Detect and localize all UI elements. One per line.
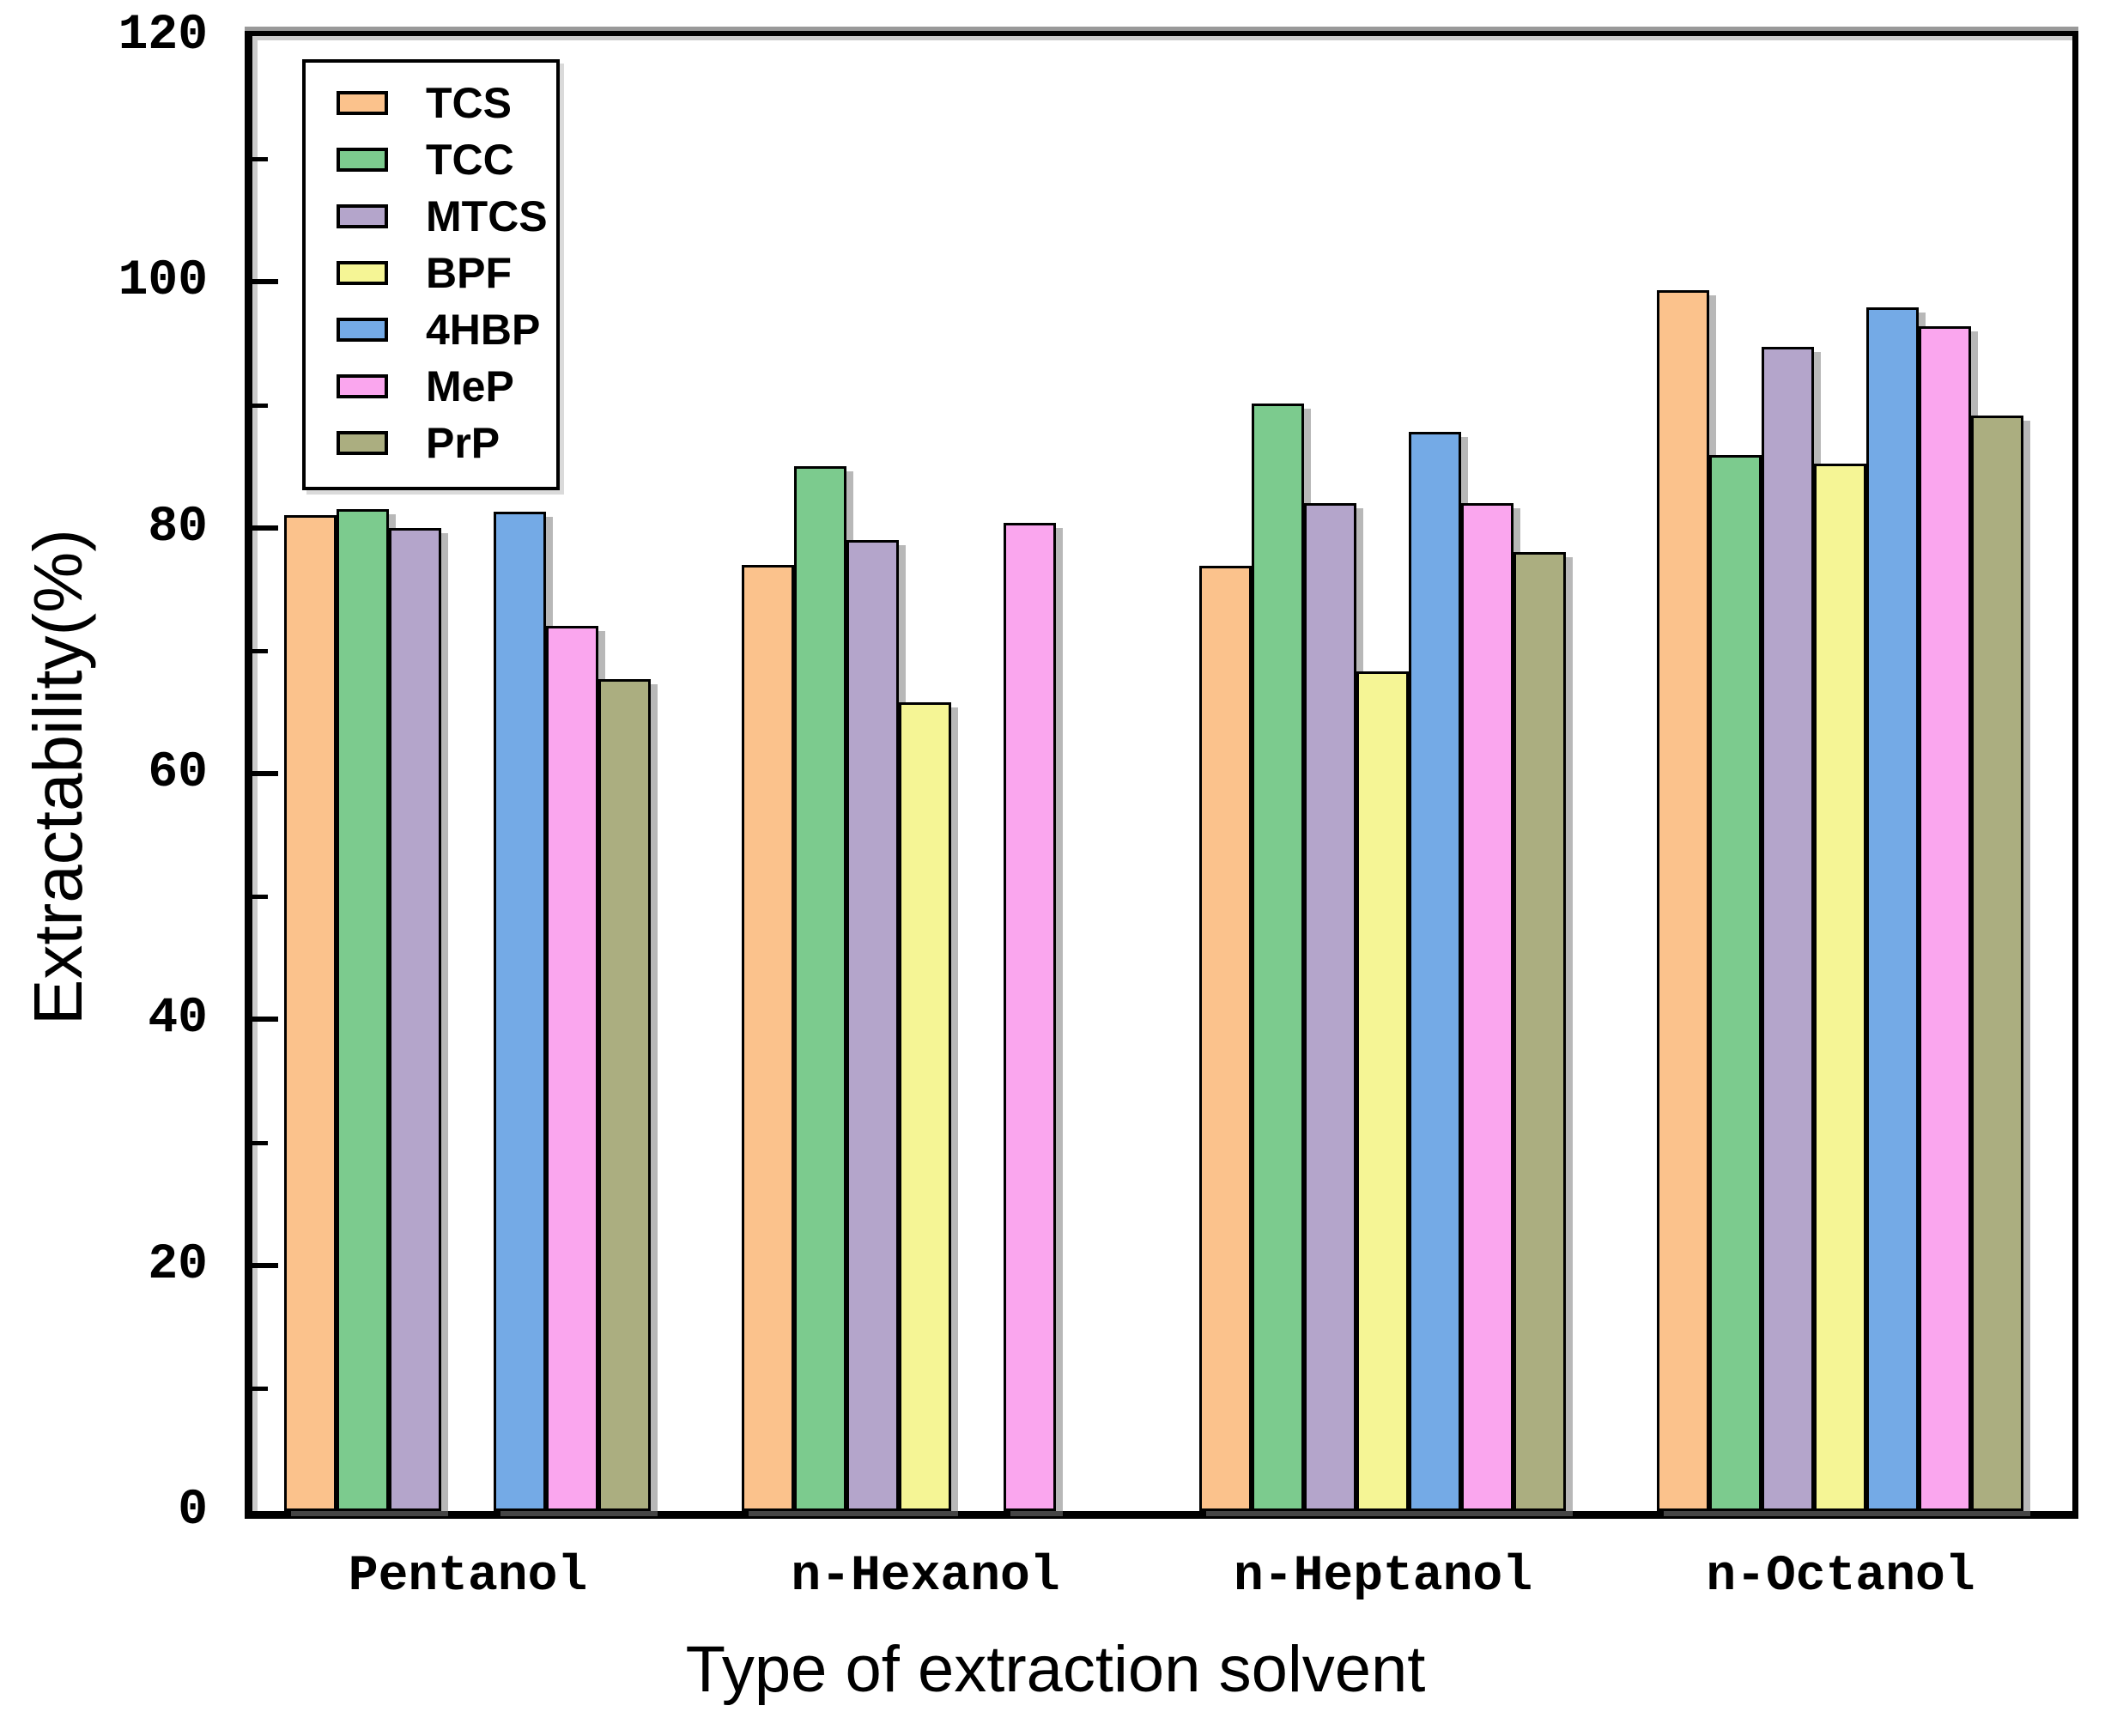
y-major-tick — [252, 771, 278, 776]
legend-label: BPF — [426, 249, 512, 297]
legend-swatch-icon — [337, 318, 388, 342]
bar-bpf-n-octanol — [1814, 464, 1866, 1511]
legend-swatch-icon — [337, 431, 388, 455]
legend-label: MTCS — [426, 192, 548, 240]
legend-label: TCS — [426, 79, 512, 127]
y-tick-label: 0 — [178, 1483, 208, 1539]
y-major-tick — [252, 525, 278, 531]
bar-prp-pentanol — [598, 679, 651, 1511]
x-axis-title: Type of extraction solvent — [685, 1633, 1426, 1706]
legend-swatch-icon — [337, 261, 388, 285]
legend-item-bpf: BPF — [306, 245, 556, 301]
legend-label: 4HBP — [426, 306, 541, 354]
y-major-tick — [252, 1017, 278, 1023]
y-minor-tick — [252, 1140, 268, 1145]
bar-tcs-n-octanol — [1657, 290, 1709, 1511]
legend-item-tcc: TCC — [306, 131, 556, 188]
bar-bpf-n-heptanol — [1356, 671, 1409, 1511]
bar-mep-n-octanol — [1919, 326, 1971, 1511]
legend-item-prp: PrP — [306, 415, 556, 471]
legend-swatch-icon — [337, 91, 388, 115]
bar-4hbp-pentanol — [494, 512, 546, 1511]
legend-swatch-icon — [337, 148, 388, 172]
y-tick-label: 120 — [118, 8, 208, 64]
bar-mep-n-hexanol — [1004, 523, 1056, 1511]
bar-mtcs-n-hexanol — [846, 540, 899, 1511]
legend-label: MeP — [426, 362, 514, 410]
bar-4hbp-n-octanol — [1866, 307, 1919, 1511]
plot-frame: TCS TCC MTCS BPF 4HBP MeP PrP — [245, 31, 2078, 1519]
bar-prp-n-octanol — [1971, 416, 2023, 1511]
bar-tcc-n-octanol — [1709, 455, 1762, 1511]
bar-bpf-n-hexanol — [899, 702, 951, 1511]
bar-mtcs-n-heptanol — [1304, 503, 1356, 1511]
bar-tcc-n-hexanol — [794, 466, 846, 1511]
bar-mep-pentanol — [546, 626, 598, 1511]
bar-mep-n-heptanol — [1461, 503, 1513, 1511]
y-tick-label: 40 — [148, 991, 208, 1047]
legend-item-tcs: TCS — [306, 75, 556, 131]
y-minor-tick — [252, 403, 268, 408]
bar-tcs-pentanol — [284, 515, 337, 1511]
bar-tcs-n-heptanol — [1199, 566, 1252, 1511]
y-minor-tick — [252, 157, 268, 162]
x-category-label-n-octanol: n-Octanol — [1706, 1549, 1975, 1605]
bar-tcc-pentanol — [337, 509, 389, 1511]
y-tick-label: 80 — [148, 499, 208, 555]
y-minor-tick — [252, 1386, 268, 1391]
x-category-label-n-heptanol: n-Heptanol — [1233, 1549, 1533, 1605]
bar-tcs-n-hexanol — [742, 565, 794, 1511]
y-major-tick — [252, 1262, 278, 1268]
bar-mtcs-pentanol — [389, 528, 441, 1511]
plot-area: TCS TCC MTCS BPF 4HBP MeP PrP — [252, 36, 2072, 1511]
legend-swatch-icon — [337, 374, 388, 398]
x-category-label-n-hexanol: n-Hexanol — [791, 1549, 1060, 1605]
bar-mtcs-n-octanol — [1762, 347, 1814, 1511]
bar-tcc-n-heptanol — [1252, 404, 1304, 1511]
legend-label: TCC — [426, 136, 514, 184]
bar-prp-n-heptanol — [1513, 552, 1566, 1511]
x-category-label-pentanol: Pentanol — [348, 1549, 588, 1605]
y-minor-tick — [252, 648, 268, 653]
legend-label: PrP — [426, 419, 500, 467]
bar-4hbp-n-heptanol — [1409, 432, 1461, 1511]
legend-swatch-icon — [337, 204, 388, 228]
y-tick-label: 20 — [148, 1236, 208, 1293]
legend: TCS TCC MTCS BPF 4HBP MeP PrP — [302, 59, 560, 490]
legend-item-4hbp: 4HBP — [306, 301, 556, 358]
y-tick-label: 60 — [148, 745, 208, 801]
y-minor-tick — [252, 895, 268, 900]
y-tick-label: 100 — [118, 253, 208, 310]
legend-item-mep: MeP — [306, 358, 556, 415]
y-major-tick — [252, 279, 278, 285]
legend-item-mtcs: MTCS — [306, 188, 556, 245]
